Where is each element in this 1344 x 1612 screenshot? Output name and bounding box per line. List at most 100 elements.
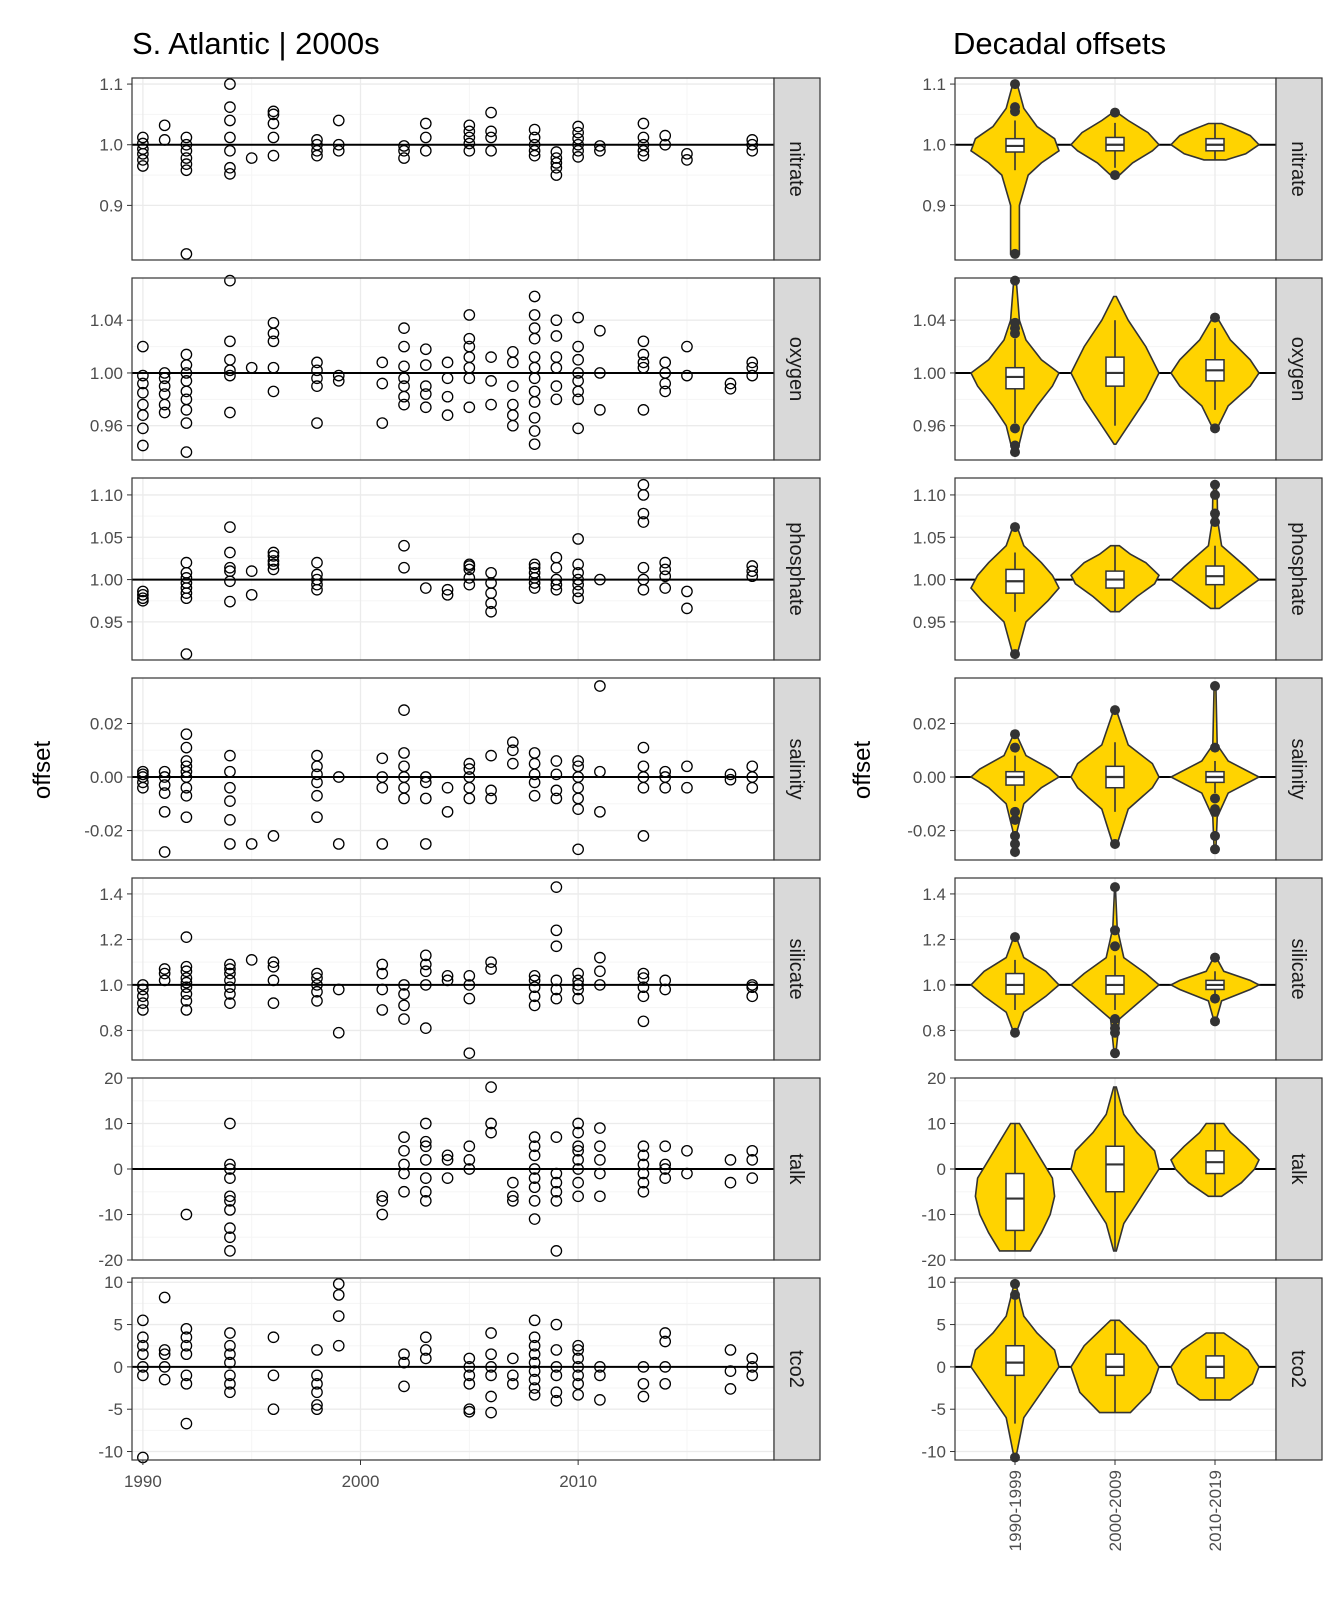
data-point (485, 784, 497, 797)
data-point (311, 1399, 323, 1411)
data-point (137, 340, 149, 353)
data-point (463, 992, 476, 1005)
data-point (528, 1339, 541, 1352)
data-point (158, 846, 171, 858)
data-point (224, 1163, 236, 1175)
data-point (463, 332, 476, 345)
data-point (637, 478, 650, 491)
data-point (267, 385, 280, 398)
data-point (506, 1377, 519, 1390)
data-point (224, 997, 236, 1009)
data-point (224, 765, 236, 778)
data-point (463, 763, 476, 775)
data-point (311, 364, 323, 377)
data-point (137, 983, 149, 996)
data-point (594, 367, 606, 379)
data-point (419, 949, 432, 962)
facet-strip (1275, 677, 1323, 861)
data-point (572, 1361, 584, 1373)
data-point (637, 348, 650, 361)
data-point (637, 561, 650, 574)
data-point (550, 551, 563, 564)
data-point (267, 335, 280, 348)
data-point (180, 1348, 193, 1361)
data-point (441, 969, 454, 982)
y-tick-label: 0.00 (90, 768, 123, 787)
data-point (594, 1190, 606, 1203)
data-point (311, 417, 323, 429)
data-point (746, 369, 759, 382)
data-point (419, 131, 432, 144)
data-point (572, 1144, 584, 1157)
data-point (332, 138, 345, 151)
outlier-point (1210, 517, 1220, 528)
data-point (637, 830, 650, 842)
data-point (594, 1394, 606, 1406)
data-point (746, 356, 759, 369)
data-point (485, 375, 497, 387)
data-point (528, 974, 541, 987)
y-tick-label: 1.00 (90, 364, 123, 383)
data-point (550, 1167, 563, 1180)
facet-strip-label: salinity (1287, 738, 1309, 799)
data-point (441, 583, 454, 596)
data-point (158, 119, 171, 132)
data-point (506, 757, 519, 770)
data-point (311, 811, 323, 824)
y-tick-label: 1.1 (99, 75, 123, 94)
data-point (463, 969, 476, 982)
data-point (398, 340, 410, 353)
data-point (245, 954, 258, 966)
data-point (681, 781, 693, 794)
left-panel-oxygen-background (132, 278, 774, 460)
data-point (224, 1377, 236, 1390)
data-point (572, 1163, 584, 1175)
outlier-point (1010, 317, 1020, 328)
left-y-axis-label: offset (29, 741, 56, 800)
data-point (659, 765, 672, 778)
y-tick-label: 1.04 (90, 311, 123, 330)
facet-strip-label: silicate (785, 938, 807, 999)
data-point (311, 380, 323, 392)
data-point (637, 741, 650, 754)
data-point (180, 131, 193, 144)
data-point (550, 1318, 563, 1331)
data-point (224, 168, 236, 180)
data-point (441, 805, 454, 818)
data-point (376, 838, 389, 850)
data-point (746, 1144, 759, 1157)
facet-strip (773, 877, 821, 1061)
data-point (550, 1195, 563, 1207)
y-tick-label: -10 (921, 1206, 946, 1225)
data-point (485, 398, 497, 411)
data-point (311, 972, 323, 984)
data-point (376, 771, 389, 783)
x-tick-label: 1990 (124, 1472, 162, 1491)
data-point (463, 578, 476, 591)
data-point (267, 1369, 280, 1382)
data-point (180, 972, 193, 984)
data-point (637, 1185, 650, 1198)
data-point (681, 602, 693, 615)
data-point (419, 1352, 432, 1365)
facet-strip (1275, 1277, 1323, 1461)
data-point (746, 1352, 759, 1365)
data-point (550, 314, 563, 327)
data-point (376, 377, 389, 390)
data-point (224, 781, 236, 794)
data-point (441, 1172, 454, 1184)
data-point (572, 367, 584, 379)
data-point (137, 588, 149, 601)
data-point (180, 648, 193, 660)
data-point (224, 161, 236, 174)
data-point (550, 1361, 563, 1373)
data-point (594, 573, 606, 586)
y-tick-label: 0.96 (913, 417, 946, 436)
data-point (550, 1369, 563, 1382)
data-point (572, 422, 584, 435)
y-tick-label: 5 (114, 1316, 123, 1335)
data-point (137, 765, 149, 778)
right-chart-title: Decadal offsets (953, 26, 1166, 61)
left-panel-salinity-background (132, 678, 774, 860)
data-point (637, 335, 650, 348)
